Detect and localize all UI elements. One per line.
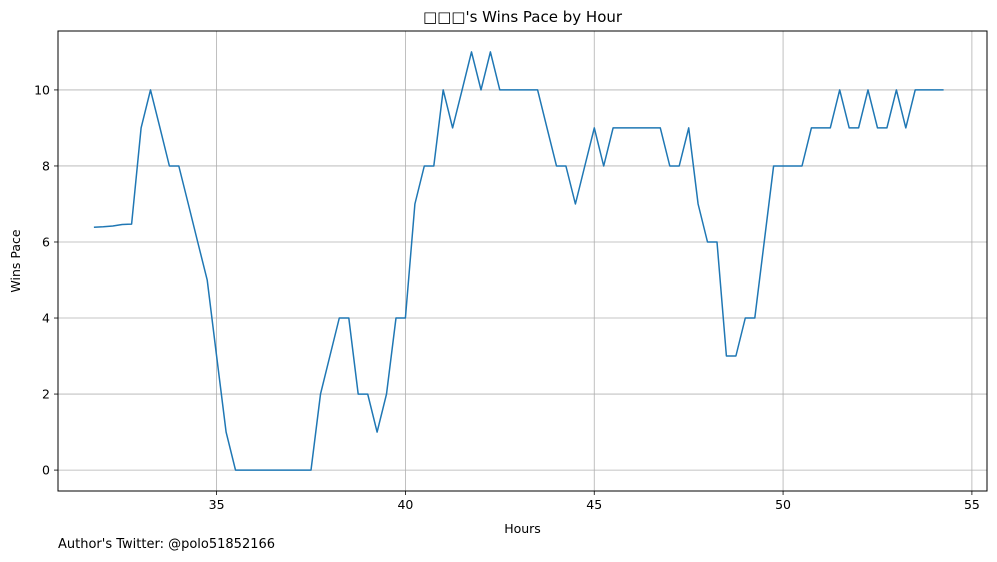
y-tick-label: 10: [34, 82, 50, 97]
author-credit: Author's Twitter: @polo51852166: [58, 537, 276, 552]
wins-pace-line: [93, 51, 944, 471]
x-axis-label: Hours: [504, 521, 541, 536]
y-tick-label: 2: [42, 387, 50, 402]
y-tick-label: 8: [42, 158, 50, 173]
y-tick-label: 6: [42, 234, 50, 249]
x-tick-label: 35: [209, 497, 225, 512]
x-tick-label: 45: [586, 497, 602, 512]
x-gridlines: [216, 31, 973, 491]
plot-area-frame: [57, 30, 988, 492]
x-tick-label: 40: [397, 497, 413, 512]
y-gridlines: [58, 89, 987, 471]
y-axis-label: Wins Pace: [8, 229, 23, 292]
x-tick-label: 55: [964, 497, 980, 512]
x-axis: 35 40 45 50 55: [209, 491, 980, 512]
x-tick-label: 50: [775, 497, 791, 512]
y-tick-label: 4: [42, 311, 50, 326]
chart-title: □□□'s Wins Pace by Hour: [423, 8, 623, 26]
y-axis: 0 2 4 6 8 10: [34, 82, 58, 478]
y-tick-label: 0: [42, 463, 50, 478]
